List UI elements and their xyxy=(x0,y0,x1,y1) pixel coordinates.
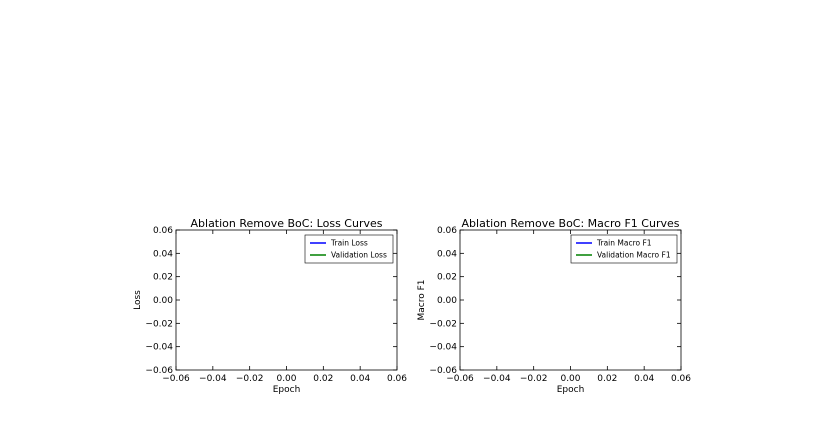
chart-title: Ablation Remove BoC: Macro F1 Curves xyxy=(462,217,680,230)
y-axis-label: Macro F1 xyxy=(417,279,427,320)
legend-box xyxy=(570,234,678,264)
y-tick-label: 0.02 xyxy=(437,273,457,283)
y-tick-label: 0.06 xyxy=(153,226,173,236)
y-tick-label: −0.02 xyxy=(145,319,173,329)
x-tick-label: 0.02 xyxy=(597,374,617,384)
y-tick-label: 0.00 xyxy=(437,296,457,306)
y-tick-label: −0.06 xyxy=(429,366,457,376)
y-tick-label: 0.04 xyxy=(437,249,457,259)
y-tick-label: 0.00 xyxy=(153,296,173,306)
legend-box xyxy=(304,234,394,264)
legend-entry: Train Macro F1 xyxy=(596,239,652,248)
x-tick-label: 0.04 xyxy=(350,374,370,384)
y-axis-label: Loss xyxy=(133,290,143,310)
y-tick-label: −0.04 xyxy=(145,343,173,353)
x-tick-label: 0.04 xyxy=(634,374,654,384)
x-tick-label: 0.06 xyxy=(671,374,691,384)
y-tick-label: 0.06 xyxy=(437,226,457,236)
x-tick-label: −0.06 xyxy=(162,374,190,384)
x-tick-label: 0.00 xyxy=(276,374,296,384)
x-axis-label: Epoch xyxy=(273,385,301,395)
y-tick-label: 0.02 xyxy=(153,273,173,283)
x-tick-label: −0.04 xyxy=(483,374,511,384)
legend: Train Macro F1 Validation Macro F1 xyxy=(570,234,678,264)
x-tick-label: −0.04 xyxy=(199,374,227,384)
chart-title: Ablation Remove BoC: Loss Curves xyxy=(191,217,383,230)
chart-panel-0: −0.06 −0.04 −0.02 0.00 0.02 0.04 0.06 0.06 0.04 0… xyxy=(133,217,407,395)
y-tick-label: −0.02 xyxy=(429,319,457,329)
x-tick-label: −0.02 xyxy=(520,374,548,384)
x-tick-label: −0.02 xyxy=(236,374,264,384)
y-tick-label: −0.04 xyxy=(429,343,457,353)
x-axis-label: Epoch xyxy=(557,385,585,395)
legend-entry: Validation Macro F1 xyxy=(597,251,671,260)
x-tick-label: −0.06 xyxy=(446,374,474,384)
x-tick-label: 0.00 xyxy=(560,374,580,384)
legend: Train Loss Validation Loss xyxy=(304,234,394,264)
chart-panel-1: −0.06 −0.04 −0.02 0.00 0.02 0.04 0.06 0.06 0.04 0… xyxy=(417,217,691,395)
x-tick-label: 0.06 xyxy=(387,374,407,384)
x-tick-label: 0.02 xyxy=(313,374,333,384)
legend-entry: Train Loss xyxy=(330,239,368,248)
legend-entry: Validation Loss xyxy=(331,251,387,260)
y-tick-label: −0.06 xyxy=(145,366,173,376)
y-tick-label: 0.04 xyxy=(153,249,173,259)
